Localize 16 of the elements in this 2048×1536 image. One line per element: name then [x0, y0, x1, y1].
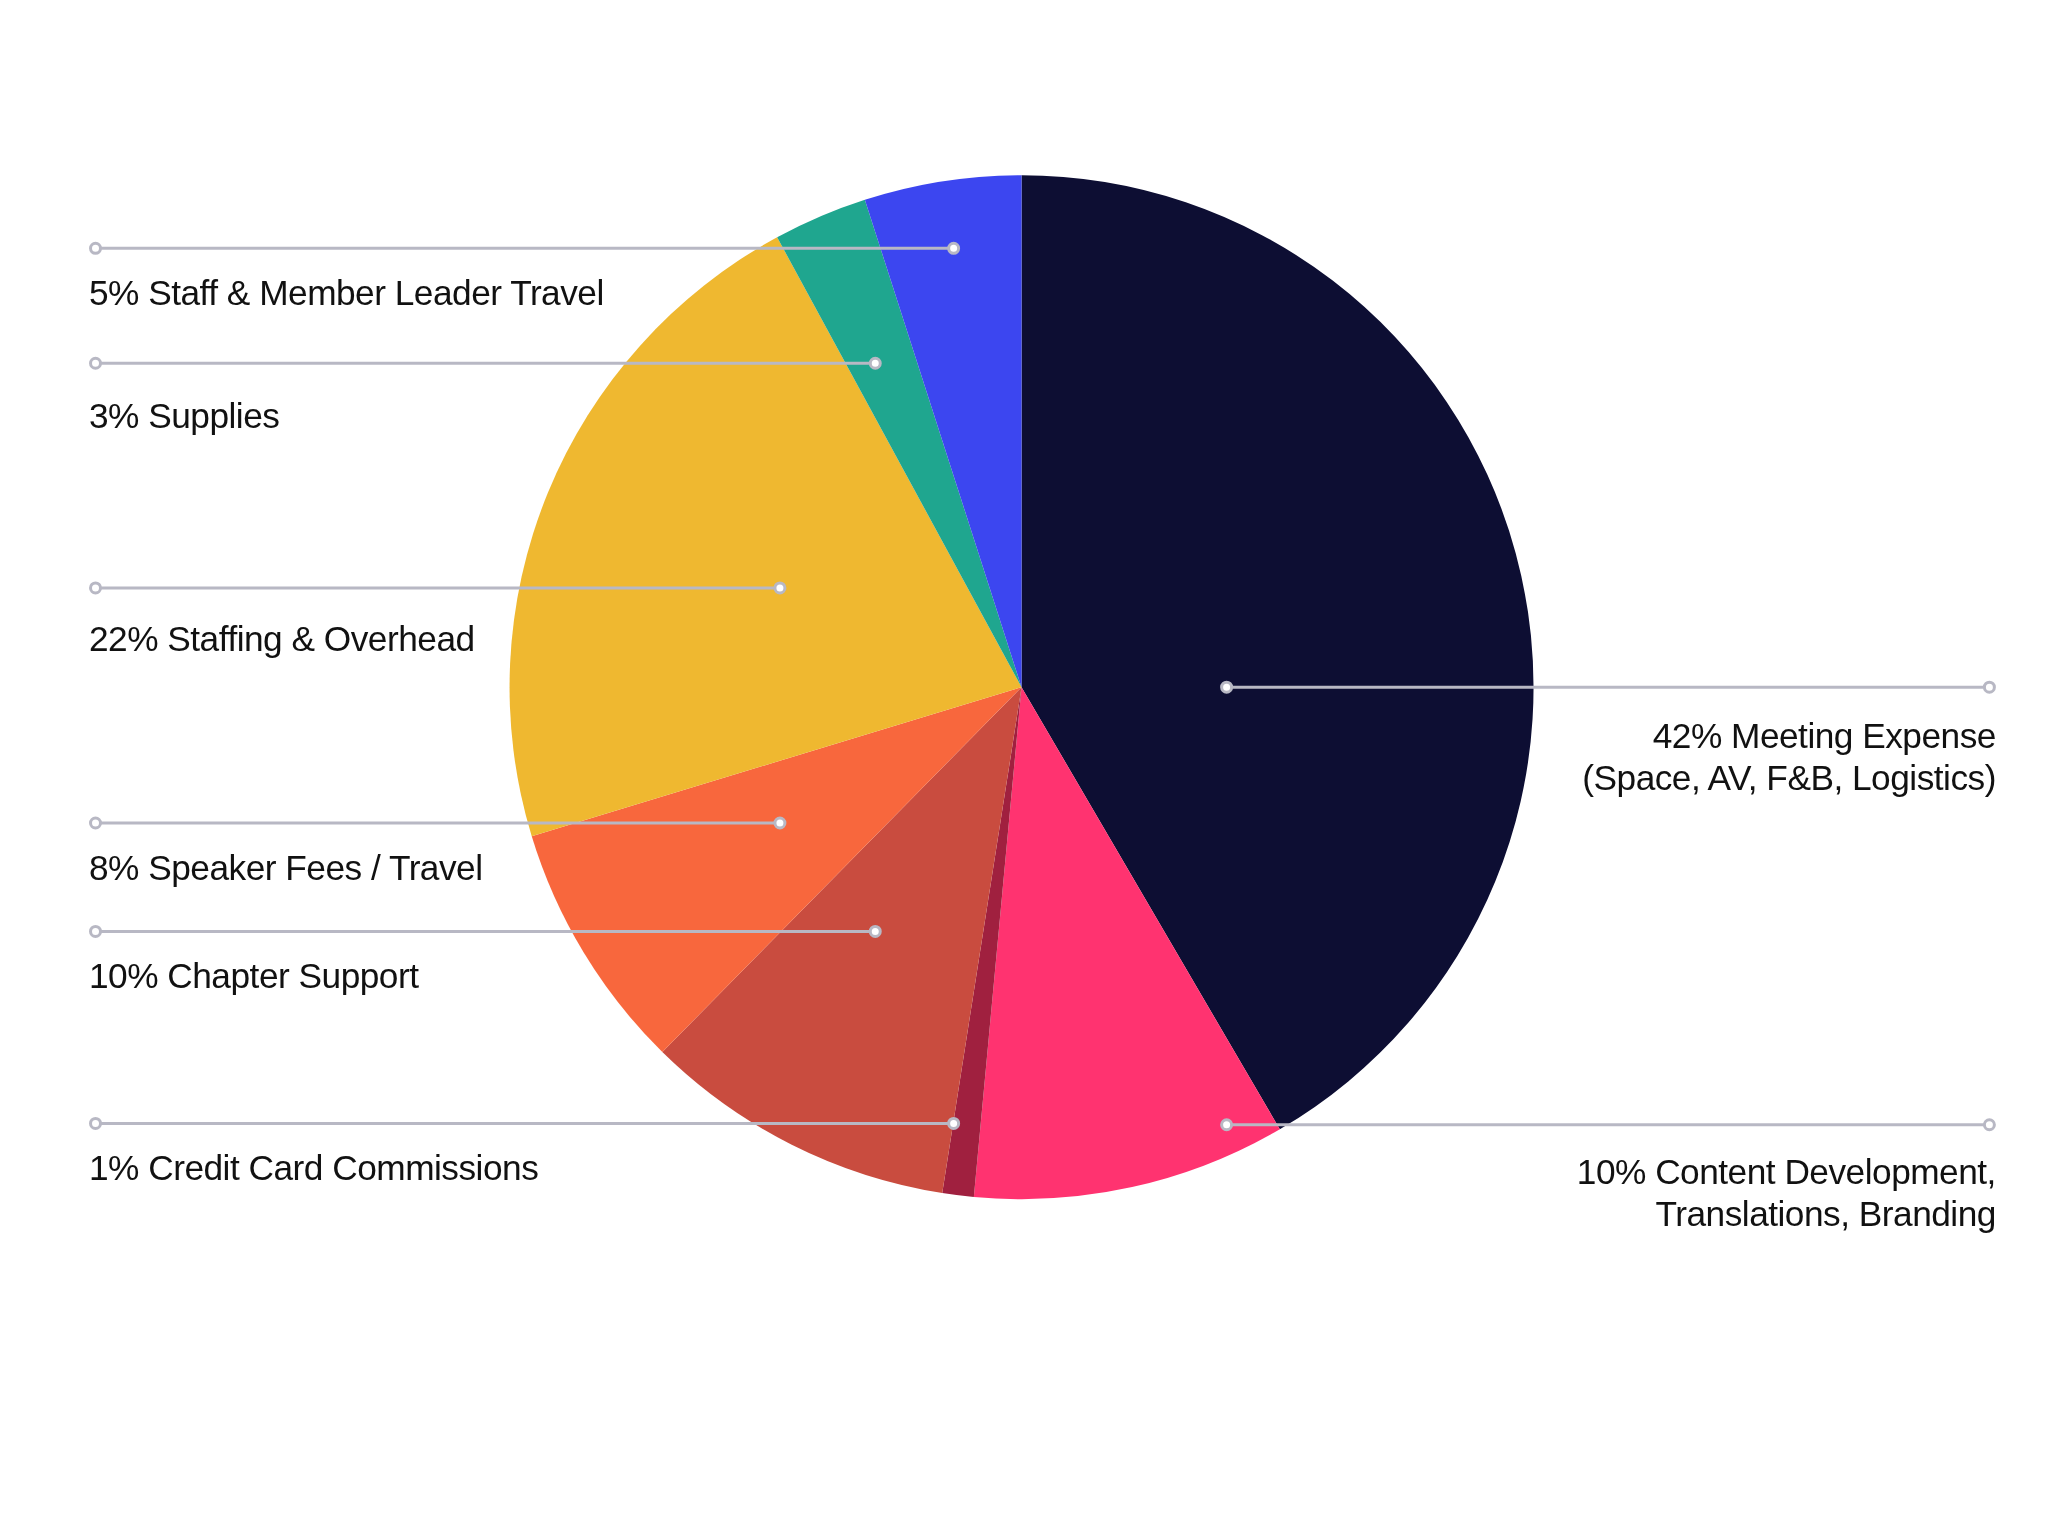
slice-label: 1% Credit Card Commissions — [88, 1148, 539, 1188]
pie-slice — [510, 237, 1022, 837]
pie-slice — [1021, 175, 1533, 1130]
slice-label: 22% Staffing & Overhead — [88, 619, 475, 659]
pie-slice — [777, 199, 1022, 688]
slice-label: 10% Chapter Support — [88, 956, 420, 996]
pie-slice — [662, 687, 1022, 1193]
slice-label: 3% Supplies — [88, 395, 280, 435]
slice-label: 8% Speaker Fees / Travel — [88, 847, 483, 887]
pie-slice — [973, 687, 1280, 1199]
pie-slice — [531, 687, 1022, 1053]
pie-slice — [864, 175, 1022, 688]
slice-label: 42% Meeting Expense (Space, AV, F&B, Logistics) — [1582, 715, 1996, 798]
slice-label: 5% Staff & Member Leader Travel — [88, 273, 604, 313]
slice-label: 10% Content Development, Translations, Branding — [1576, 1152, 1996, 1234]
pie-slice — [942, 687, 1022, 1197]
